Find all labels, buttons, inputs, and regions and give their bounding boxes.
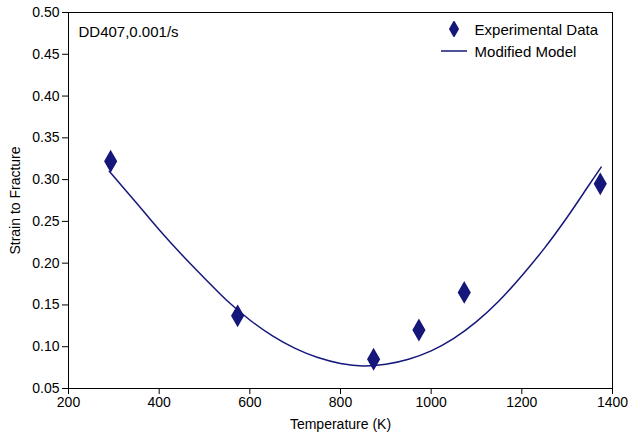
svg-text:1200: 1200 — [506, 394, 537, 410]
html-text:Modified Model: Modified Model — [474, 42, 577, 60]
svg-text:1000: 1000 — [416, 394, 447, 410]
html-text:Experimental Data: Experimental Data — [474, 20, 598, 38]
svg-text:0.05: 0.05 — [32, 380, 59, 396]
svg-text:0.20: 0.20 — [32, 255, 59, 271]
svg-text:0.25: 0.25 — [32, 213, 59, 229]
svg-text:0.40: 0.40 — [32, 88, 59, 104]
svg-text:Temperature (K): Temperature (K) — [290, 416, 391, 432]
svg-text:1400: 1400 — [597, 394, 628, 410]
svg-text:Strain to Fracture: Strain to Fracture — [7, 146, 23, 254]
svg-text:0.35: 0.35 — [32, 129, 59, 145]
svg-text:600: 600 — [238, 394, 262, 410]
svg-text:0.50: 0.50 — [32, 4, 59, 20]
svg-text:800: 800 — [329, 394, 353, 410]
svg-text:0.30: 0.30 — [32, 171, 59, 187]
svg-text:0.10: 0.10 — [32, 338, 59, 354]
svg-text:200: 200 — [57, 394, 81, 410]
svg-text:400: 400 — [147, 394, 171, 410]
svg-text:DD407,0.001/s: DD407,0.001/s — [79, 23, 179, 40]
svg-text:0.15: 0.15 — [32, 296, 59, 312]
svg-text:0.45: 0.45 — [32, 46, 59, 62]
